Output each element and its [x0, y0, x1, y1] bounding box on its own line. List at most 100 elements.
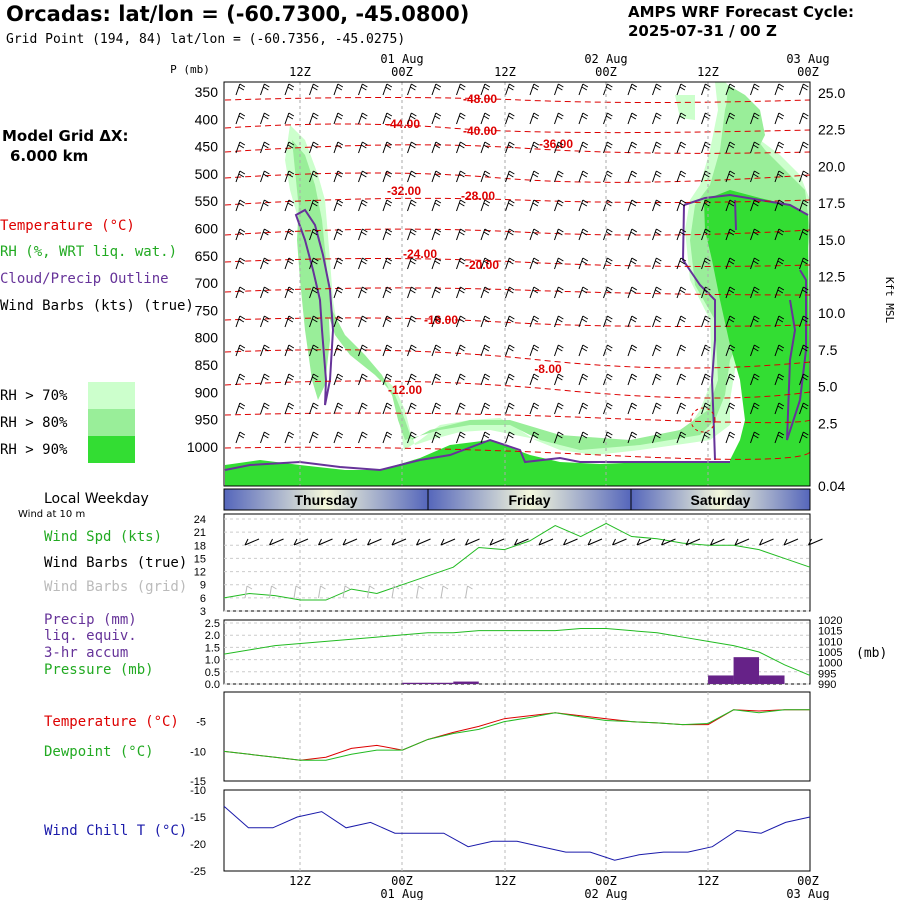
wind-barb [652, 315, 662, 328]
wind-barb-grid [318, 585, 326, 599]
wind-barb [431, 141, 442, 154]
height-tick-label: 10.0 [818, 305, 845, 321]
wind-barb [603, 402, 613, 415]
wind-barb [431, 228, 442, 241]
top-time-tick: 12Z [494, 65, 516, 79]
wind-barb [407, 286, 417, 299]
wind-barb [701, 373, 711, 386]
pressure-tick: 1010 [818, 636, 842, 648]
wind-barb [725, 315, 736, 328]
wind-barb [358, 228, 368, 241]
wind-barb [309, 112, 319, 125]
wind-barb [480, 286, 491, 299]
wind-barb [407, 83, 417, 96]
precip-bar [427, 682, 454, 684]
precip-tick: 2.0 [205, 630, 220, 642]
wind-barb [652, 344, 662, 357]
wind-barb [578, 83, 589, 96]
wind-barb [235, 112, 246, 125]
wind-barb [407, 257, 417, 270]
wind-barb [750, 344, 760, 357]
wind-barb [505, 402, 515, 415]
wind-barb [260, 402, 270, 415]
wind-barb [407, 315, 417, 328]
legend-cloud-outline: Cloud/Precip Outline [0, 271, 169, 287]
wind-barb [578, 199, 589, 212]
wind-barb [284, 431, 295, 444]
wind-barb [480, 257, 491, 270]
forecast-cycle-label: AMPS WRF Forecast Cycle: [628, 3, 854, 21]
wind-barb [676, 286, 687, 299]
wind-barb [382, 257, 393, 270]
weekday-label: Local Weekday [44, 491, 149, 507]
temperature-contour-10 [224, 380, 811, 399]
precip-tick: 1.0 [205, 655, 220, 667]
label-liq-equiv: liq. equiv. [44, 628, 137, 644]
wind-barb [407, 373, 417, 386]
wind-barb [480, 170, 491, 183]
wind-barb [480, 315, 491, 328]
wind-level-label: Wind at 10 m [18, 509, 86, 520]
wind-barb [382, 286, 393, 299]
bottom-time-tick: 12Z [697, 874, 719, 888]
wind-barb [260, 83, 270, 96]
pressure-tick-label: 750 [195, 302, 219, 318]
wind-barb [309, 83, 319, 96]
wind-barb [554, 228, 564, 241]
pressure-tick: 1015 [818, 626, 842, 638]
wind-barb [676, 199, 687, 212]
model-grid-label: Model Grid ΔX: [2, 127, 129, 145]
wind-barb [260, 315, 270, 328]
wind-barb [578, 431, 589, 444]
wind-barb [774, 315, 785, 328]
wind-barb [260, 286, 270, 299]
wind-barb [309, 199, 319, 212]
wind-barb [309, 141, 319, 154]
wind-barb [701, 344, 711, 357]
wind-barb [799, 344, 809, 357]
wind-barb-grid [244, 585, 253, 599]
wind-barb [382, 112, 393, 125]
wind-barb-true [783, 538, 799, 546]
wind-barb [431, 83, 442, 96]
wind-barb [333, 257, 344, 270]
wind-barb [627, 170, 638, 183]
wind-barb [407, 344, 417, 357]
height-tick-label: 15.0 [818, 232, 845, 248]
pressure-axis-label: P (mb) [170, 63, 210, 76]
wind-barb [358, 199, 368, 212]
wind-barb [235, 228, 246, 241]
wind-barb [554, 257, 564, 270]
wind-barb [284, 315, 295, 328]
wind-barb [554, 431, 564, 444]
wind-barb [431, 373, 442, 386]
wind-barb [407, 112, 417, 125]
precip-tick: 2.5 [205, 618, 220, 630]
wind-speed-tick: 9 [200, 580, 206, 592]
wind-barb [603, 228, 613, 241]
wind-barb [505, 228, 515, 241]
temperature-contour-7 [224, 287, 811, 296]
wind-barb [431, 170, 442, 183]
temperature-contour-3 [224, 172, 811, 183]
wind-barb [309, 373, 319, 386]
wind-barb [652, 83, 662, 96]
wind-barb [578, 141, 589, 154]
wind-barb-true [514, 538, 529, 546]
pressure-tick-label: 350 [195, 84, 219, 100]
wind-barb [774, 141, 785, 154]
wind-barb [554, 344, 564, 357]
wind-barb [235, 315, 246, 328]
wind-barb [456, 170, 466, 183]
wind-barb [456, 431, 466, 444]
wind-barb [235, 257, 246, 270]
wind-barb [284, 228, 295, 241]
wind-barb [676, 112, 687, 125]
bottom-time-tick: 12Z [289, 874, 311, 888]
temperature-label: -8.00 [534, 362, 562, 376]
wind-barb [284, 257, 295, 270]
wind-chill-tick: -10 [190, 785, 206, 797]
wind-barb [799, 402, 809, 415]
top-time-tick: 00Z [391, 65, 413, 79]
wind-barb [260, 344, 270, 357]
